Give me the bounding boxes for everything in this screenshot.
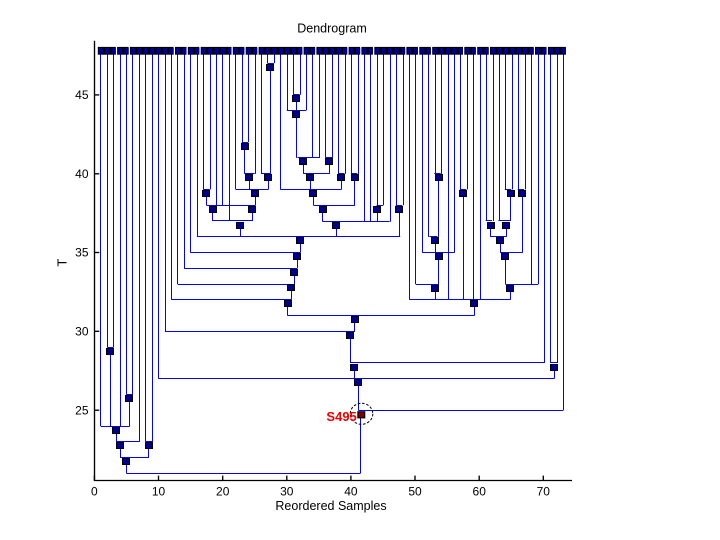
svg-text:40: 40 — [344, 485, 358, 499]
svg-text:Reordered Samples: Reordered Samples — [275, 499, 386, 513]
svg-text:30: 30 — [75, 325, 89, 339]
svg-text:25: 25 — [75, 403, 89, 417]
svg-text:50: 50 — [408, 485, 422, 499]
svg-text:35: 35 — [75, 246, 89, 260]
svg-text:20: 20 — [216, 485, 230, 499]
svg-text:60: 60 — [473, 485, 487, 499]
svg-text:S495: S495 — [326, 409, 356, 424]
svg-text:70: 70 — [537, 485, 551, 499]
svg-text:T: T — [54, 259, 69, 267]
svg-text:0: 0 — [91, 485, 98, 499]
svg-text:30: 30 — [280, 485, 294, 499]
svg-text:10: 10 — [152, 485, 166, 499]
svg-text:Dendrogram: Dendrogram — [297, 22, 366, 36]
svg-text:40: 40 — [75, 167, 89, 181]
svg-text:45: 45 — [75, 88, 89, 102]
